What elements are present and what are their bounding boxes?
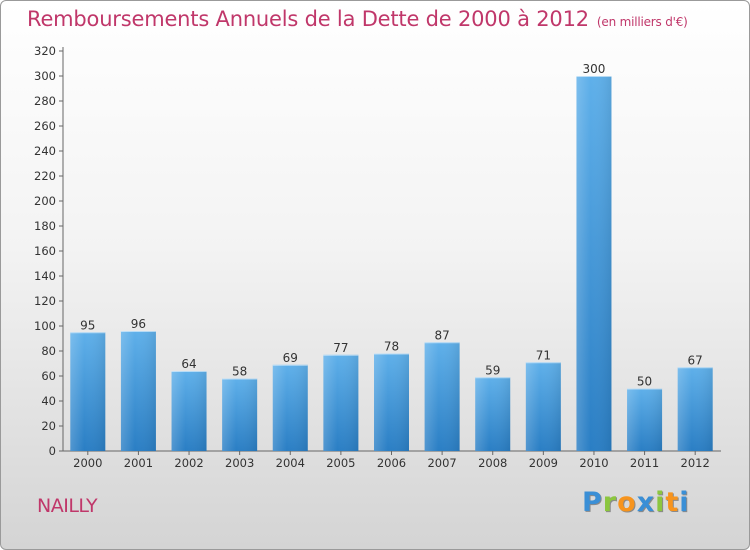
data-label: 87: [434, 328, 449, 342]
commune-name: NAILLY: [37, 495, 98, 517]
y-tick-label: 140: [34, 269, 56, 283]
logo-letter: i: [655, 487, 666, 518]
data-label: 50: [637, 375, 652, 389]
data-label: 78: [384, 340, 399, 354]
y-tick-label: 280: [34, 94, 56, 108]
data-label: 67: [688, 353, 703, 367]
x-tick-label: 2009: [529, 456, 558, 470]
x-tick-label: 2002: [174, 456, 203, 470]
y-tick-label: 80: [41, 344, 56, 358]
y-tick-label: 260: [34, 119, 56, 133]
bar-shade: [272, 364, 308, 451]
data-label: 95: [80, 318, 95, 332]
bar-shade: [525, 362, 561, 451]
data-label: 58: [232, 365, 247, 379]
bar-shade: [70, 332, 106, 451]
y-tick-label: 180: [34, 219, 56, 233]
bar-shade: [576, 76, 612, 451]
y-tick-label: 120: [34, 294, 56, 308]
chart-title-text: Remboursements Annuels de la Dette de 20…: [27, 7, 589, 31]
x-tick-label: 2005: [326, 456, 355, 470]
bar-shade: [120, 331, 156, 451]
y-tick-label: 220: [34, 169, 56, 183]
bar-shade: [475, 377, 511, 451]
y-tick-label: 20: [41, 419, 56, 433]
logo-letter: i: [679, 487, 690, 518]
data-label: 59: [485, 363, 500, 377]
data-label: 77: [333, 341, 348, 355]
x-tick-label: 2010: [579, 456, 608, 470]
proxiti-logo: Proxiti: [582, 487, 690, 518]
data-label: 69: [283, 351, 298, 365]
bar-shade: [323, 354, 359, 451]
x-tick-label: 2012: [681, 456, 710, 470]
bar-shade: [222, 378, 258, 451]
x-tick-label: 2008: [478, 456, 507, 470]
y-tick-label: 0: [49, 444, 56, 458]
y-tick-label: 60: [41, 369, 56, 383]
y-tick-label: 240: [34, 144, 56, 158]
bar-shade: [374, 353, 409, 451]
y-tick-label: 160: [34, 244, 56, 258]
x-tick-label: 2003: [225, 456, 254, 470]
y-tick-label: 40: [41, 394, 56, 408]
x-tick-label: 2004: [276, 456, 305, 470]
logo-letter: o: [617, 487, 637, 518]
chart-subtitle: (en milliers d'€): [596, 15, 688, 29]
logo-letter: P: [582, 487, 603, 518]
data-label: 300: [583, 62, 606, 76]
bar-shade: [677, 367, 713, 451]
logo-letter: t: [665, 487, 680, 518]
bar-shade: [627, 388, 663, 451]
y-tick-label: 320: [34, 44, 56, 58]
chart-title: Remboursements Annuels de la Dette de 20…: [27, 7, 688, 31]
x-tick-label: 2000: [73, 456, 102, 470]
x-tick-label: 2011: [630, 456, 659, 470]
data-label: 71: [536, 348, 551, 362]
x-tick-label: 2001: [124, 456, 153, 470]
logo-letter: r: [602, 487, 618, 518]
y-tick-label: 300: [34, 69, 56, 83]
bar-shade: [171, 371, 207, 451]
data-label: 64: [181, 357, 196, 371]
y-tick-label: 100: [34, 319, 56, 333]
x-tick-label: 2006: [377, 456, 406, 470]
y-tick-label: 200: [34, 194, 56, 208]
x-tick-label: 2007: [427, 456, 456, 470]
bar-shade: [424, 342, 460, 451]
data-label: 96: [131, 317, 146, 331]
logo-letter: x: [636, 487, 656, 518]
